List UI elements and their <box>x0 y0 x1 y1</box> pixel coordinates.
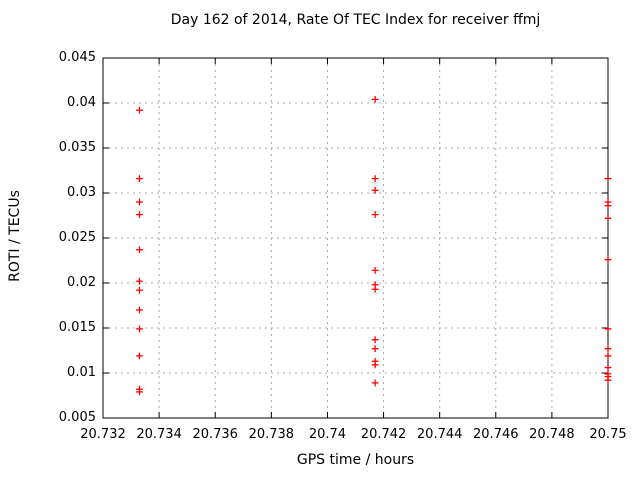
y-tick-label: 0.02 <box>67 275 96 290</box>
x-axis-label: GPS time / hours <box>296 452 415 468</box>
x-tick-label: 20.748 <box>529 427 575 442</box>
x-tick-label: 20.74 <box>308 427 347 442</box>
x-tick-label: 20.744 <box>416 427 463 442</box>
y-tick-label: 0.03 <box>67 185 96 200</box>
y-tick-label: 0.015 <box>58 320 96 335</box>
y-tick-label: 0.04 <box>67 95 96 110</box>
plot-border <box>102 57 609 419</box>
x-tick-label: 20.732 <box>80 427 126 442</box>
y-tick-label: 0.005 <box>58 410 96 425</box>
x-tick-label: 20.736 <box>192 427 238 442</box>
x-tick-label: 20.746 <box>473 427 519 442</box>
chart-title: Day 162 of 2014, Rate Of TEC Index for r… <box>170 12 541 28</box>
x-tick-label: 20.734 <box>136 427 182 442</box>
y-tick-label: 0.035 <box>58 140 96 155</box>
x-tick-label: 20.742 <box>360 427 407 442</box>
x-tick-label: 20.75 <box>589 427 627 442</box>
x-tick-label: 20.738 <box>248 427 295 442</box>
y-tick-label: 0.045 <box>58 50 96 65</box>
y-tick-label: 0.01 <box>67 365 96 380</box>
y-tick-label: 0.025 <box>58 230 96 245</box>
